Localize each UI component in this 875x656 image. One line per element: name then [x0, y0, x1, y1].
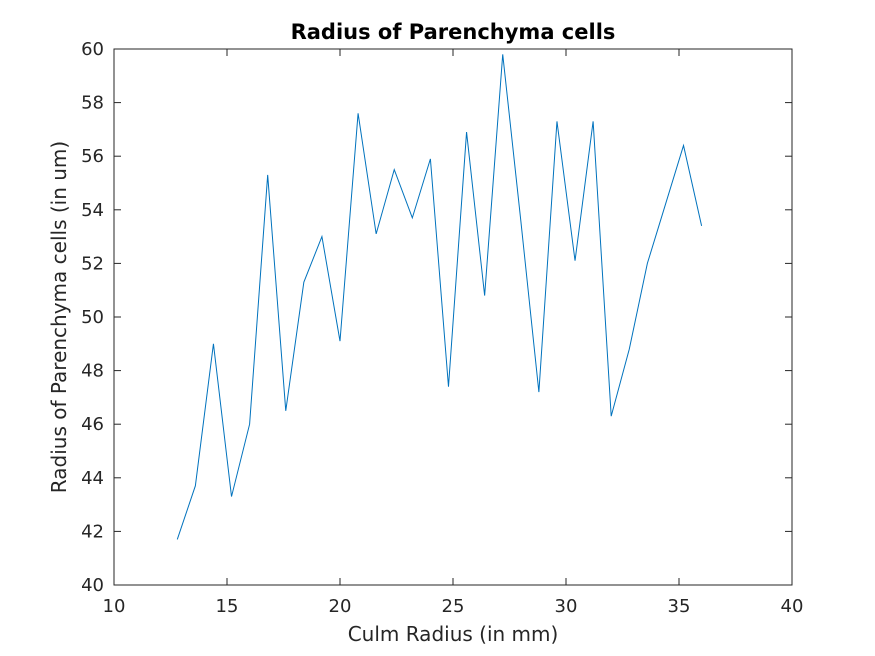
y-tick-label: 46 [81, 414, 104, 435]
series-line-0 [176, 54, 703, 540]
x-tick-label: 40 [781, 596, 804, 617]
chart-title: Radius of Parenchyma cells [291, 20, 616, 44]
y-tick-label: 40 [81, 575, 104, 596]
data-series [176, 54, 703, 540]
y-tick-label: 54 [81, 200, 104, 221]
y-tick-label: 48 [81, 361, 104, 382]
x-tick-label: 25 [442, 596, 465, 617]
y-tick-label: 58 [81, 93, 104, 114]
x-tick-label: 10 [103, 596, 126, 617]
y-tick-label: 56 [81, 146, 104, 167]
x-axis-label: Culm Radius (in mm) [348, 622, 559, 646]
y-tick-label: 44 [81, 468, 104, 489]
x-tick-label: 20 [329, 596, 352, 617]
y-tick-label: 60 [81, 39, 104, 60]
y-axis-label: Radius of Parenchyma cells (in um) [47, 141, 71, 493]
y-tick-label: 52 [81, 253, 104, 274]
x-tick-label: 30 [555, 596, 578, 617]
axis-ticks: 10 15 20 25 30 35 40 40 42 44 46 48 50 52 54 56 58 60 [81, 39, 803, 617]
x-tick-label: 15 [216, 596, 239, 617]
x-tick-label: 35 [668, 596, 691, 617]
y-tick-label: 42 [81, 521, 104, 542]
y-tick-label: 50 [81, 307, 104, 328]
